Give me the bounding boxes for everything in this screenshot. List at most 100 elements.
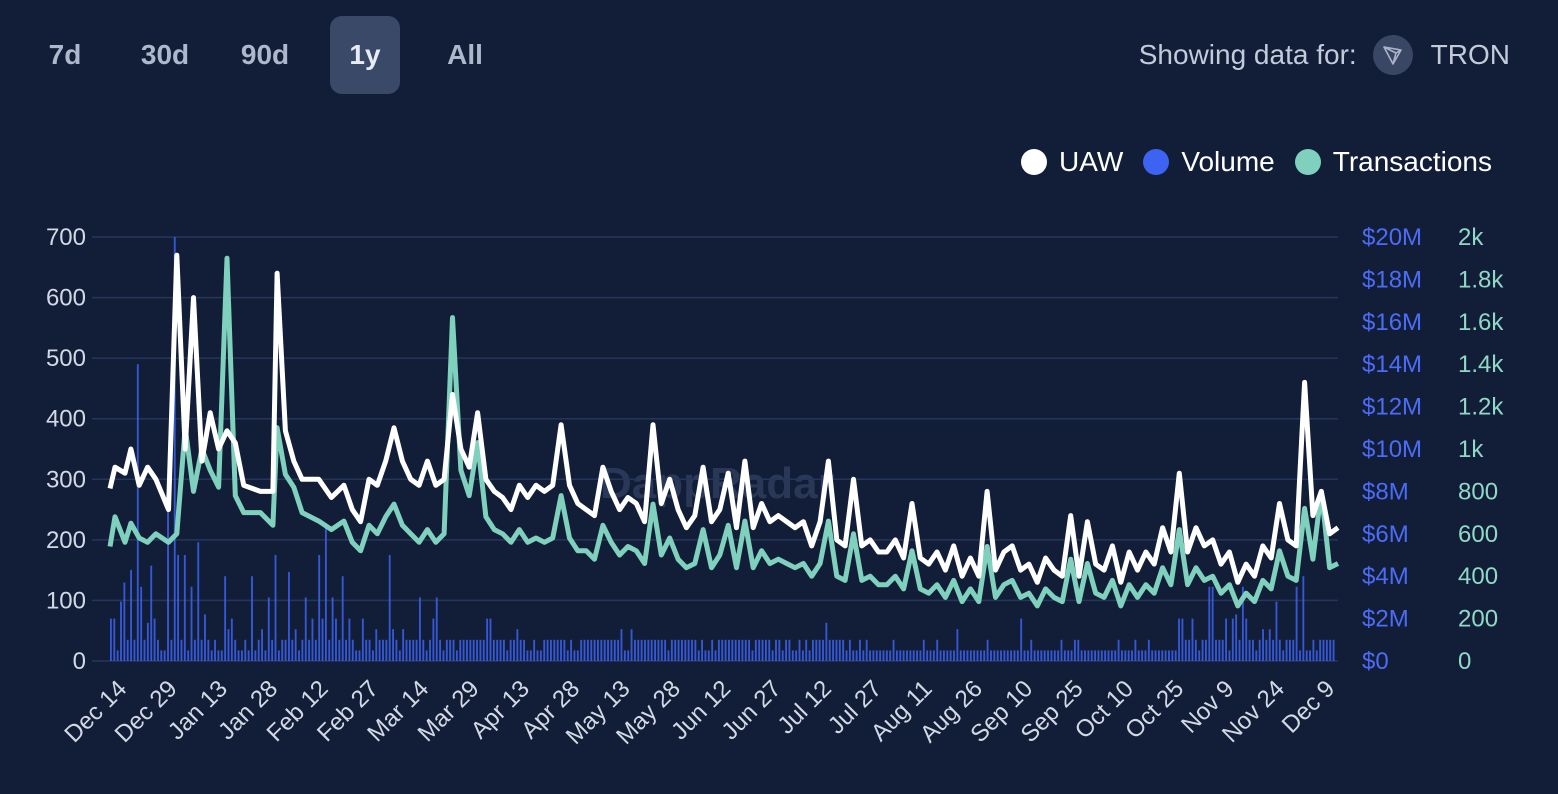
volume-bar [1174,650,1177,661]
volume-bar [150,565,153,661]
volume-bar [1184,639,1187,661]
volume-bar [1080,650,1083,661]
volume-bar [627,650,630,661]
y-transactions-tick-label: 200 [1458,606,1498,633]
y-volume-tick-label: $16M [1362,309,1422,336]
volume-bar [1110,650,1113,661]
volume-bar [261,629,263,661]
volume-bar [855,650,858,661]
volume-bar [304,597,307,661]
volume-bar [1181,618,1184,661]
volume-bar [1228,650,1231,661]
volume-bar [805,639,808,661]
volume-bar [919,650,922,661]
volume-bar [862,650,865,661]
legend-transactions-dot [1294,149,1321,175]
volume-bar [1060,639,1063,661]
volume-bar [1258,639,1261,661]
volume-bar [721,639,724,661]
showing-label: Showing data for: [1138,39,1357,70]
volume-bar [1000,650,1002,661]
volume-bar [1309,650,1311,661]
y-transactions-tick-label: 1.4k [1458,351,1504,378]
volume-bar [1151,650,1154,661]
watermark: DappRadar [600,459,835,508]
volume-bar [882,650,885,661]
volume-bar [1043,650,1046,661]
volume-bar [143,639,146,661]
volume-bar [1205,639,1207,661]
tab-30d[interactable]: 30d [140,39,190,70]
tab-90d[interactable]: 90d [240,39,290,70]
volume-bar [190,586,193,661]
volume-bar [1107,650,1110,661]
y-transactions-tick-label: 400 [1458,563,1498,590]
volume-bar [973,650,976,661]
tab-7d[interactable]: 7d [48,39,82,70]
y-volume-tick-label: $18M [1362,266,1422,293]
y-transactions-tick-label: 1.6k [1458,309,1504,336]
volume-bar [1030,639,1033,661]
volume-bar [1157,650,1160,661]
volume-bar [684,639,687,661]
volume-bar [378,639,381,661]
volume-bar [489,618,492,661]
volume-bar [969,650,972,661]
volume-bar [976,650,979,661]
volume-bar [738,639,740,661]
volume-bar [1003,650,1006,661]
volume-bar [157,639,159,661]
volume-bar [1302,576,1305,661]
volume-bar [371,650,374,661]
volume-bar [271,639,274,661]
volume-bar [533,639,536,661]
volume-bar [395,639,398,661]
volume-bar [274,555,277,661]
volume-bar [550,639,552,661]
volume-bar [946,650,949,661]
volume-bar [667,650,670,661]
volume-bar [1238,639,1241,661]
volume-bar [358,650,361,661]
volume-bar [207,639,210,661]
volume-bar [990,650,992,661]
x-tick-label: Oct 25 [1120,675,1189,744]
volume-bar [620,629,623,661]
volume-bar [1090,650,1093,661]
volume-bar [1178,618,1180,661]
volume-bar [731,639,734,661]
volume-bar [936,639,939,661]
tab-all[interactable]: All [447,39,483,70]
volume-bar [1104,650,1107,661]
legend-item-uaw[interactable]: UAW [1021,146,1123,178]
volume-bar [993,650,996,661]
y-volume-tick-label: $20M [1362,224,1422,251]
volume-bar [133,639,136,661]
volume-bar [338,639,341,661]
volume-bar [459,639,462,661]
transactions-line [107,255,1340,609]
volume-bar [365,639,368,661]
volume-bar [593,639,596,661]
volume-bar [294,629,297,661]
volume-bar [926,650,929,661]
volume-bar [348,618,351,661]
volume-bar [1074,639,1076,661]
chain-selector[interactable]: Showing data for: TRON [1139,34,1510,76]
volume-bar [442,650,445,661]
y-transactions-tick-label: 1k [1458,436,1484,463]
volume-bar [939,650,942,661]
legend-item-transactions[interactable]: Transactions [1294,146,1492,178]
volume-bar [435,597,438,661]
volume-bar [607,639,609,661]
volume-bar [1006,650,1009,661]
legend-item-volume[interactable]: Volume [1143,146,1275,178]
volume-bar [328,639,331,661]
volume-bar [1231,618,1234,661]
tab-1y[interactable]: 1y [330,16,400,94]
volume-bar [828,639,831,661]
volume-bar [764,639,767,661]
chart-legend: UAW Volume Transactions [1001,146,1492,178]
volume-bar [110,618,112,661]
volume-bar [419,597,421,661]
